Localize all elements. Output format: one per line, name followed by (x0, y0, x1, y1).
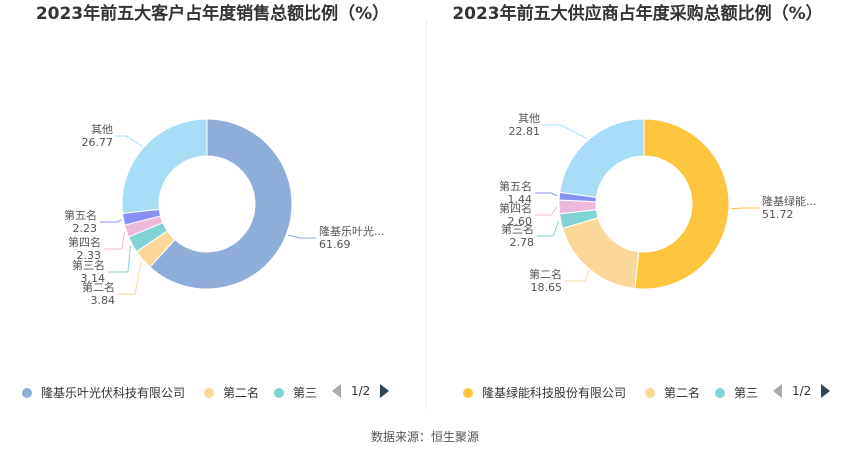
slice-value-label: 3.84 (91, 294, 116, 307)
slice-value-label: 61.69 (319, 238, 351, 251)
legend-pager: 1/2 (773, 384, 831, 398)
slice-value-label: 51.72 (762, 208, 794, 221)
slice-name-label: 第四名 (68, 235, 101, 249)
slice-value-label: 3.14 (81, 272, 106, 285)
pie-slice[interactable] (634, 118, 730, 290)
slice-name-label: 第四名 (499, 201, 532, 215)
label-line (100, 219, 122, 223)
legend-item[interactable]: 第二名 (645, 384, 700, 401)
label-line (288, 234, 316, 239)
slice-value-label: 26.77 (82, 136, 114, 149)
pager-text: 1/2 (792, 384, 812, 398)
legend-item[interactable]: 第三 (274, 384, 317, 401)
supplier-chart-panel: 2023年前五大供应商占年度采购总额比例（%） 隆基绿能... 51.72 第二名 1… (425, 0, 850, 420)
label-line (535, 192, 558, 197)
label-line (565, 270, 589, 282)
slice-name-label: 第二名 (82, 280, 115, 294)
prev-page-icon[interactable] (332, 384, 341, 398)
customer-chart-panel: 2023年前五大客户占年度销售总额比例（%） 隆基乐叶光... 61.69 第二名 3… (0, 0, 425, 420)
chart-title: 2023年前五大客户占年度销售总额比例（%） (35, 4, 390, 24)
legend-marker (715, 387, 725, 398)
pie-slice[interactable] (121, 118, 208, 214)
slice-name-label: 第二名 (529, 267, 562, 281)
slice-name-label: 第五名 (64, 208, 97, 222)
slice-value-label: 2.60 (508, 215, 533, 228)
prev-page-icon[interactable] (773, 384, 782, 398)
slice-name-label: 其他 (518, 112, 540, 125)
slice-value-label: 1.44 (508, 193, 533, 206)
panel-divider (426, 20, 427, 410)
legend-marker (274, 387, 284, 398)
source-note: 数据来源：恒生聚源 (370, 430, 479, 444)
legend-marker (463, 387, 473, 398)
pager-text: 1/2 (351, 384, 371, 398)
label-line (535, 206, 558, 216)
label-line (543, 124, 588, 139)
slice-name-label: 隆基绿能... (762, 194, 817, 208)
slice-value-label: 22.81 (509, 125, 541, 138)
slice-value-label: 2.78 (510, 236, 535, 249)
label-line (104, 231, 126, 250)
legend-item[interactable]: 第三 (715, 384, 758, 401)
legend-label: 隆基绿能科技股份有限公司 (482, 386, 627, 400)
legend-item[interactable]: 隆基乐叶光伏科技有限公司 (22, 384, 185, 401)
slice-name-label: 第三名 (501, 222, 534, 236)
slice-name-label: 其他 (91, 123, 113, 136)
legend-item[interactable]: 第二名 (204, 384, 259, 401)
slice-value-label: 18.65 (531, 281, 563, 294)
legend-marker (22, 387, 32, 398)
legend-pager: 1/2 (332, 384, 390, 398)
label-line (537, 221, 560, 237)
slice-value-label: 2.33 (77, 249, 102, 262)
label-line (118, 260, 142, 295)
slice-name-label: 隆基乐叶光... (319, 224, 385, 238)
legend-label: 隆基乐叶光伏科技有限公司 (41, 386, 186, 400)
pie-slice[interactable] (559, 118, 645, 198)
label-line (116, 135, 143, 147)
label-line (730, 207, 759, 210)
legend-marker (204, 387, 214, 398)
slice-name-label: 第五名 (499, 179, 532, 193)
pie-slice[interactable] (149, 118, 293, 290)
legend-label: 第二名 (223, 386, 260, 400)
legend-label: 第二名 (664, 386, 701, 400)
pie-slice[interactable] (561, 217, 640, 290)
legend-item[interactable]: 隆基绿能科技股份有限公司 (463, 384, 626, 401)
legend-label: 第三 (293, 386, 318, 400)
slice-value-label: 2.23 (73, 222, 98, 235)
chart-title: 2023年前五大供应商占年度采购总额比例（%） (452, 4, 823, 24)
label-line (108, 245, 131, 273)
next-page-icon[interactable] (380, 384, 390, 398)
slice-name-label: 第三名 (72, 258, 105, 272)
legend-label: 第三 (734, 386, 759, 400)
legend-marker (645, 387, 655, 398)
next-page-icon[interactable] (821, 384, 831, 398)
